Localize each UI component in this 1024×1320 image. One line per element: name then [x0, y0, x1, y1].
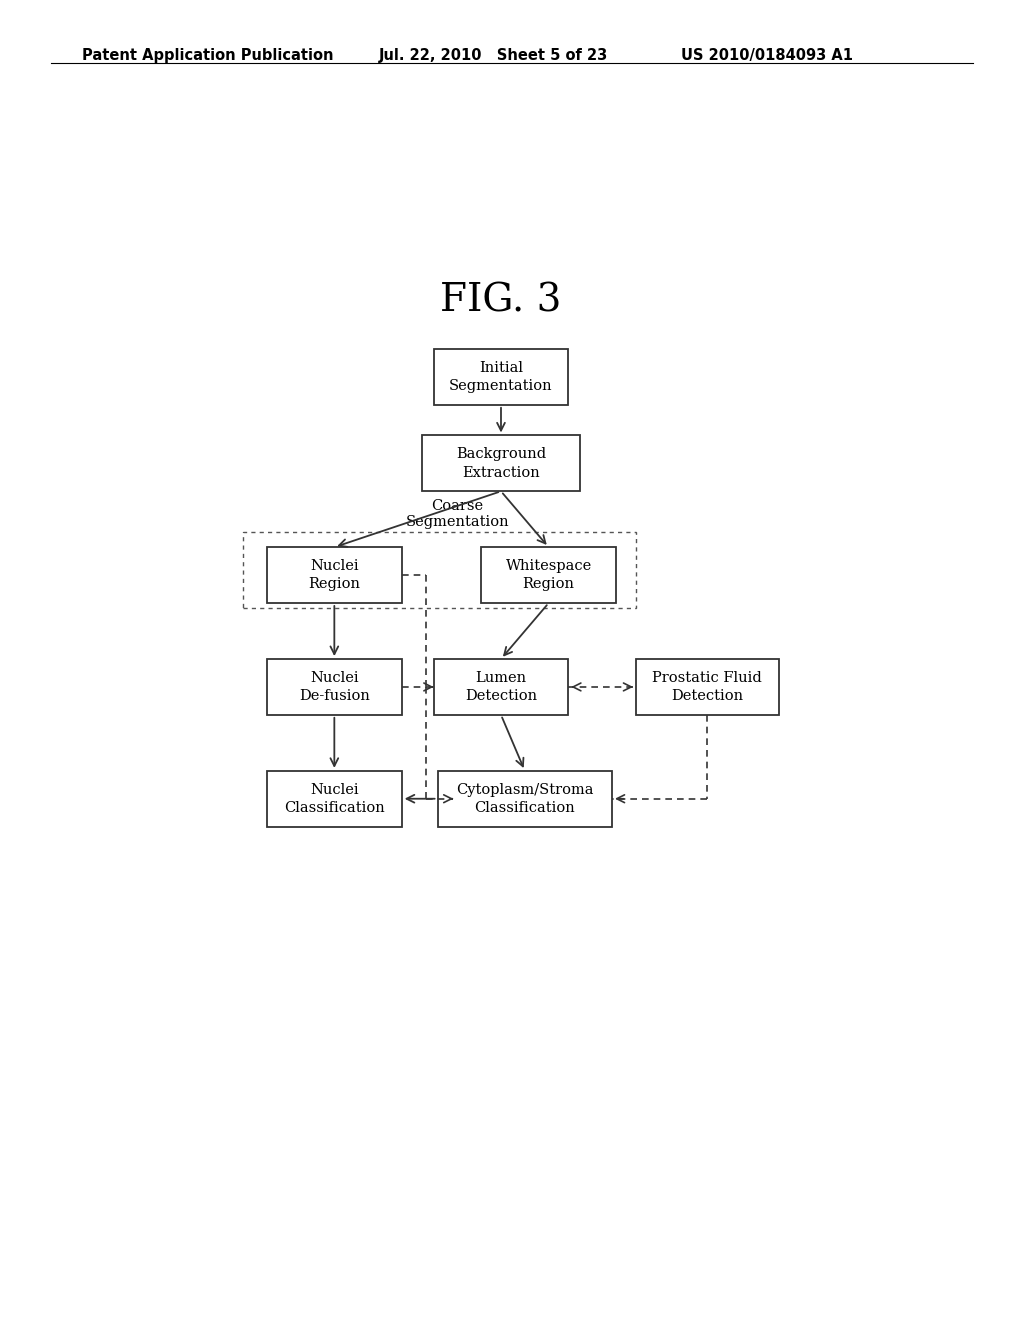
Bar [267, 548, 401, 603]
Text: Nuclei
De-fusion: Nuclei De-fusion [299, 671, 370, 704]
Text: Coarse
Segmentation: Coarse Segmentation [406, 499, 509, 529]
Bar [433, 659, 568, 715]
Bar [636, 659, 779, 715]
Text: Nuclei
Region: Nuclei Region [308, 558, 360, 591]
Text: Lumen
Detection: Lumen Detection [465, 671, 537, 704]
Text: US 2010/0184093 A1: US 2010/0184093 A1 [681, 48, 853, 62]
Text: Initial
Segmentation: Initial Segmentation [450, 360, 553, 393]
Bar [481, 548, 616, 603]
Text: Cytoplasm/Stroma
Classification: Cytoplasm/Stroma Classification [456, 783, 594, 814]
Text: Nuclei
Classification: Nuclei Classification [284, 783, 385, 814]
Bar [243, 532, 636, 607]
Text: Background
Extraction: Background Extraction [456, 447, 546, 479]
Text: Patent Application Publication: Patent Application Publication [82, 48, 334, 62]
Text: Whitespace
Region: Whitespace Region [506, 558, 592, 591]
Bar [422, 436, 581, 491]
Text: Prostatic Fluid
Detection: Prostatic Fluid Detection [652, 671, 762, 704]
Bar [433, 348, 568, 405]
Text: FIG. 3: FIG. 3 [440, 282, 562, 319]
Bar [267, 659, 401, 715]
Text: Jul. 22, 2010   Sheet 5 of 23: Jul. 22, 2010 Sheet 5 of 23 [379, 48, 608, 62]
Bar [437, 771, 612, 826]
Bar [267, 771, 401, 826]
